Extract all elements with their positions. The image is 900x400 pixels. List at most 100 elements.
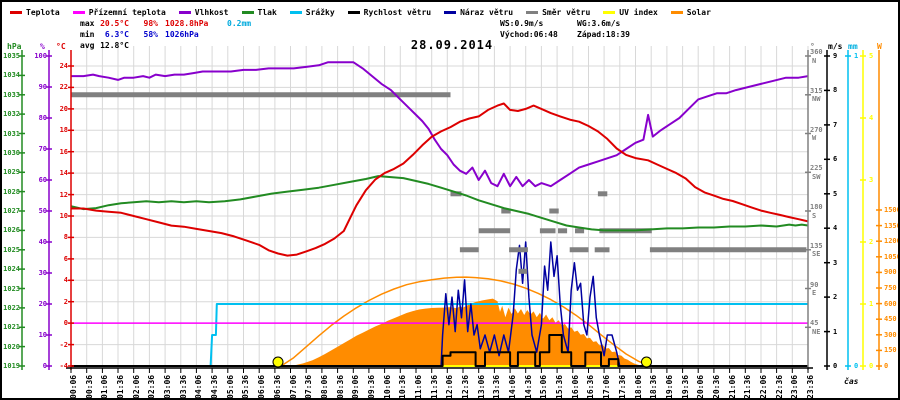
x-tick-label: 10:36 [398,374,408,399]
y-tick-label: 180 [810,203,823,211]
y-tick-label: 0 [869,362,874,370]
stat-avg-label: avg [80,41,95,50]
x-tick-label: 07:06 [288,374,298,399]
stat-min-humidity: 58% [143,30,158,39]
series-solar-actual [284,298,649,366]
y-tick-label: W [812,134,817,142]
y-tick-label: 2 [869,238,874,246]
x-tick-label: 04:36 [210,374,220,399]
y-tick-label: 9 [833,52,838,60]
legend-label: Vlhkost [194,7,229,17]
y-tick-label: 2 [63,297,68,306]
chart-title: 28.09.2014 [410,38,494,52]
y-tick-label: 5 [869,52,874,60]
legend-label: Srážky [305,7,335,17]
x-tick-label: 13:06 [476,374,486,399]
y-tick-label: 1026 [3,226,20,235]
y-tick-label: 16 [59,147,68,156]
y-tick-label: 6 [63,254,68,263]
axis-title-ms: m/s [828,42,843,51]
stat-max-humidity: 98% [143,19,158,28]
y-tick-label: 14 [59,169,68,178]
y-tick-label: 0 [63,319,68,328]
x-tick-label: 08:36 [335,374,345,399]
y-tick-label: SW [812,172,821,181]
y-tick-label: S [812,211,817,220]
legend-swatch-icon [178,10,191,14]
y-tick-label: 1031 [3,129,20,138]
x-tick-label: 22:06 [758,374,768,399]
y-tick-label: 1 [854,52,859,60]
legend-item: Srážky [289,7,335,17]
y-tick-label: 5 [833,189,838,198]
sun-marker-icon [641,356,652,368]
y-tick-label: 90 [810,280,819,289]
y-tick-label: 1024 [3,265,20,274]
y-tick-label: 12 [59,190,68,199]
y-tick-label: NE [812,327,821,336]
y-tick-label: 135 [810,241,823,250]
stat-sunset: Západ:18:39 [577,30,630,39]
y-tick-label: 1019 [3,362,20,370]
y-tick-label: -2 [59,340,68,349]
series-pressure [70,175,809,232]
y-tick-label: 1032 [3,110,20,119]
x-tick-label: 06:06 [257,374,267,399]
x-tick-label: 21:36 [743,374,753,399]
x-tick-label: 15:36 [555,374,565,399]
y-tick-label: 150 [884,346,897,355]
y-tick-label: 18 [59,126,68,135]
y-tick-label: 1022 [3,303,20,312]
stat-min-temp: 6.3°C [104,30,129,39]
legend-swatch-icon [444,10,457,14]
sun-marker-icon [272,356,284,368]
x-tick-label: 18:36 [649,374,659,399]
y-tick-label: 1050 [884,252,900,261]
y-tick-label: 1025 [3,245,20,254]
stat-sunrise: Východ:06:48 [500,30,558,39]
y-tick-label: 3 [833,258,838,267]
y-tick-label: 50 [38,207,47,215]
legend-swatch-icon [72,10,85,14]
y-tick-label: 1035 [3,52,20,60]
y-tick-label: 10 [59,212,68,220]
y-tick-label: E [812,289,817,297]
y-tick-label: 1033 [3,90,20,99]
y-tick-label: 24 [59,62,68,70]
stat-min-label: min [80,30,95,39]
legend-label: Solar [686,7,711,17]
legend-label: UV index [619,7,658,17]
legend-item: UV index [603,8,658,17]
y-tick-label: 225 [810,164,823,173]
y-tick-label: 0 [833,362,838,370]
x-tick-label: 16:06 [570,374,580,399]
y-tick-label: 4 [869,114,874,122]
x-tick-label: 14:06 [508,374,518,399]
x-tick-label: 14:36 [523,374,533,399]
legend-item: Náraz větru [444,8,513,17]
x-tick-label: 02:06 [131,374,141,399]
x-tick-label: 04:06 [194,374,204,399]
y-tick-label: 1030 [3,148,20,157]
legend-label: Rychlost větru [363,7,432,17]
axis-title-mm: mm [848,42,858,51]
x-tick-label: 09:36 [366,374,376,399]
y-tick-label: 0 [42,362,47,370]
x-tick-label: 02:36 [147,374,157,399]
series-temperature [71,102,809,257]
series-humidity [71,61,809,188]
y-tick-label: 1034 [3,71,20,80]
y-tick-label: 1350 [884,221,900,230]
y-tick-label: 8 [833,86,838,95]
axis-title-degrees: ° [810,42,815,51]
x-axis-title: čas [844,377,859,386]
stat-min-pressure: 1026hPa [165,30,199,39]
y-tick-label: 315 [810,86,823,95]
legend-label: Teplota [26,7,60,17]
x-tick-label: 13:36 [492,374,502,399]
legend-label: Přízemní teplota [88,7,166,17]
y-tick-label: 7 [833,120,838,129]
legend-item: Přízemní teplota [72,7,166,17]
y-tick-label: 45 [810,319,819,328]
